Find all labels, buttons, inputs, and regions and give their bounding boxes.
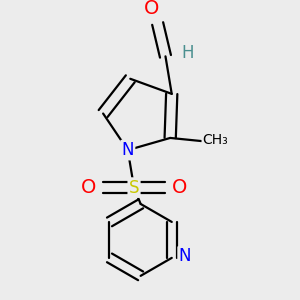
Text: O: O [81,178,96,197]
Text: N: N [178,247,191,265]
Text: N: N [122,141,134,159]
Text: S: S [129,178,139,196]
Text: CH₃: CH₃ [202,133,228,146]
Text: O: O [172,178,187,197]
Text: H: H [181,44,194,62]
Text: O: O [144,0,159,18]
